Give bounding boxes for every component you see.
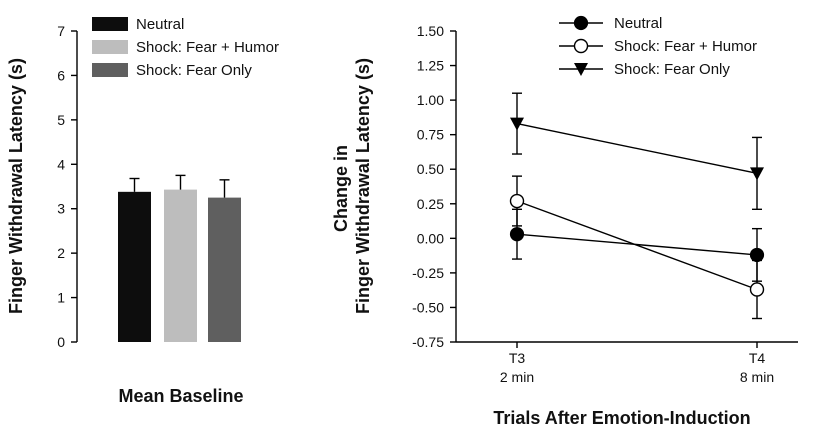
legend-label: Shock: Fear Only — [614, 61, 730, 78]
left-y-axis-title: Finger Withdrawal Latency (s) — [6, 58, 26, 314]
right-y-tick-label: 0.75 — [417, 127, 444, 143]
right-y-axis-title: Change in Finger Withdrawal Latency (s) — [331, 58, 373, 314]
right-y-axis-title-line-1: Change in — [331, 145, 351, 232]
right-y-tick-label: 0.50 — [417, 161, 444, 177]
bar-3 — [208, 197, 241, 342]
marker-filled-circle — [573, 15, 589, 31]
bar-2 — [164, 189, 197, 342]
left-y-tick-label: 2 — [57, 245, 65, 261]
bar-1 — [118, 191, 151, 342]
right-y-tick-label: -0.25 — [412, 265, 444, 281]
left-y-tick-label: 5 — [57, 112, 65, 128]
marker-filled-circle — [749, 247, 765, 263]
marker-open-circle — [749, 282, 765, 297]
left-y-tick-label: 0 — [57, 334, 65, 350]
right-x-tick-label: T3 — [509, 350, 526, 366]
marker-filled-triangle — [574, 63, 588, 76]
right-y-axis-title-line-2: Finger Withdrawal Latency (s) — [353, 58, 373, 314]
right-y-tick-label: -0.50 — [412, 299, 444, 315]
right-x-tick-label: T4 — [749, 350, 766, 366]
left-y-tick-label: 3 — [57, 201, 65, 217]
series-line — [516, 200, 758, 291]
right-y-tick-label: 1.25 — [417, 58, 444, 74]
legend-label: Neutral — [614, 15, 662, 32]
right-y-tick-label: 0.00 — [417, 230, 444, 246]
left-y-tick-label: 7 — [57, 23, 65, 39]
series-2 — [509, 175, 765, 320]
series-3 — [510, 92, 764, 211]
marker-filled-triangle — [750, 167, 764, 181]
right-y-tick-label: 1.50 — [417, 23, 444, 39]
legend-swatch — [92, 40, 128, 54]
right-x-tick-label: 8 min — [740, 369, 774, 385]
right-x-tick-label: 2 min — [500, 369, 534, 385]
marker-filled-circle — [509, 227, 525, 242]
left-y-tick-label: 4 — [57, 156, 65, 172]
baseline-bar-chart: 0 1 2 3 4 5 6 7 Neutral Shock: Fear + Humor Shock… — [6, 16, 279, 406]
legend-label: Neutral — [136, 16, 184, 33]
change-line-chart: -0.75 -0.50 -0.25 0.00 0.25 0.50 0.75 1.00 1.25 1… — [331, 15, 798, 428]
marker-open-circle — [509, 193, 525, 209]
marker-open-circle — [573, 38, 589, 54]
marker-filled-triangle — [510, 117, 524, 131]
legend-swatch — [92, 63, 128, 77]
legend-label: Shock: Fear + Humor — [614, 38, 757, 55]
left-x-axis-title: Mean Baseline — [118, 386, 243, 406]
series-line — [516, 122, 758, 175]
legend-label: Shock: Fear Only — [136, 62, 252, 79]
right-x-axis-title: Trials After Emotion-Induction — [493, 408, 750, 428]
legend-swatch — [92, 17, 128, 31]
right-y-tick-label: -0.75 — [412, 334, 444, 350]
left-y-tick-label: 6 — [57, 67, 65, 83]
right-y-tick-label: 1.00 — [417, 92, 444, 108]
legend-label: Shock: Fear + Humor — [136, 39, 279, 56]
right-y-tick-label: 0.25 — [417, 196, 444, 212]
left-y-tick-label: 1 — [57, 290, 65, 306]
